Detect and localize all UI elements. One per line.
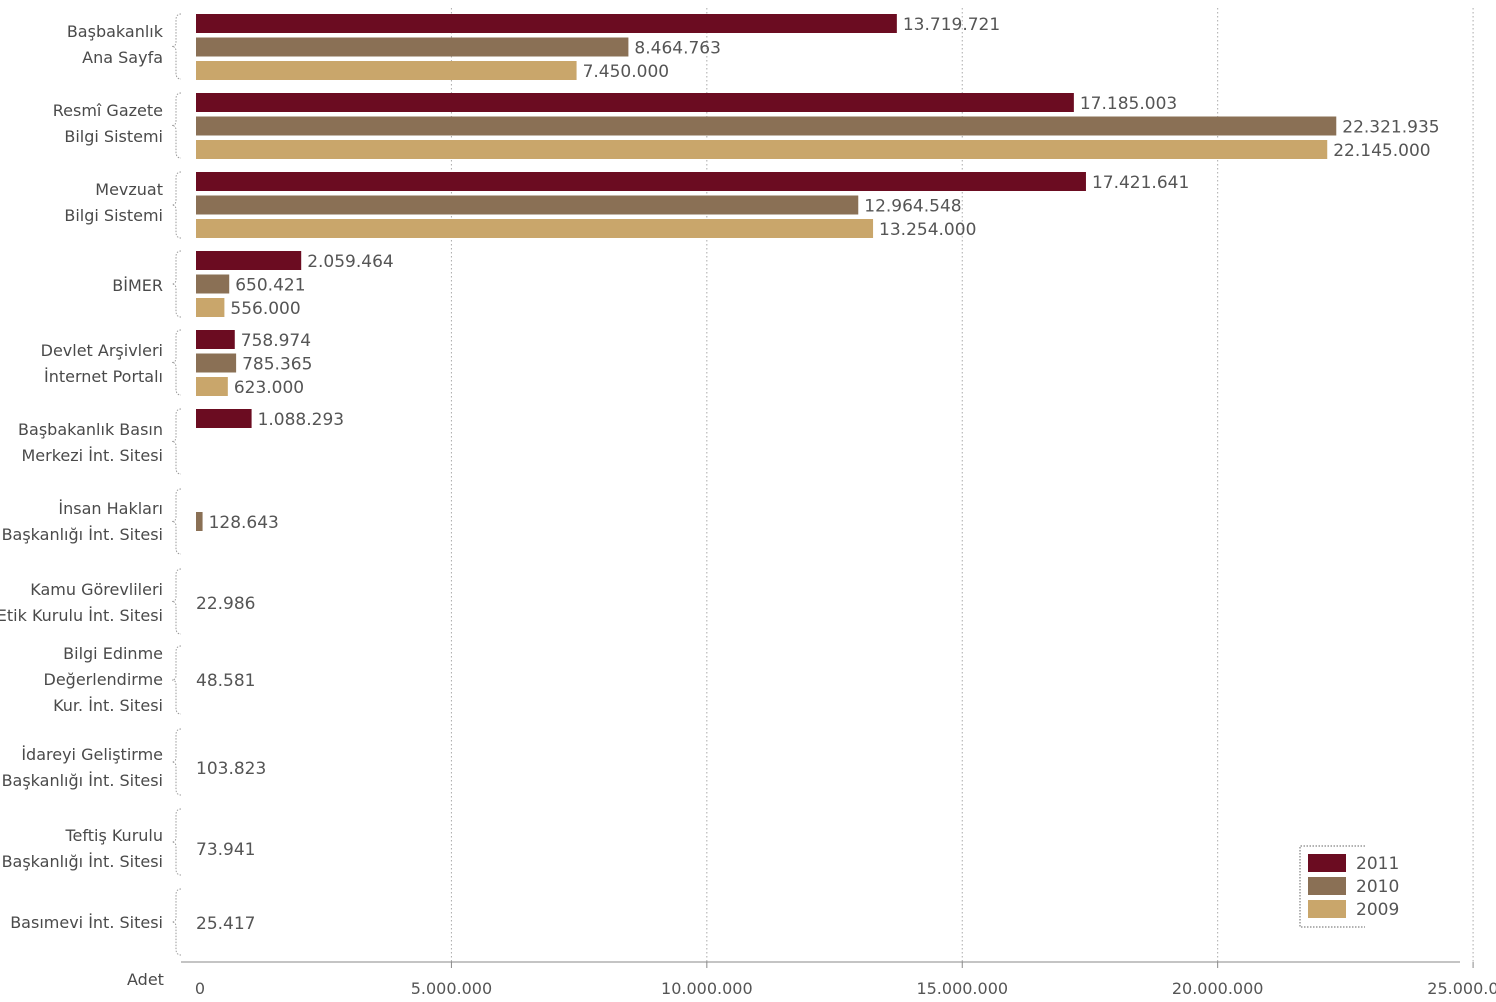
legend-frame [1299,845,1365,928]
x-unit-label: Adet [127,970,164,989]
value-label: 13.254.000 [879,220,976,240]
category-label: Başbakanlık Basın Merkezi İnt. Sitesi [18,420,163,465]
x-tick-label: 20.000.000 [1172,979,1264,998]
value-label: 17.185.003 [1080,94,1177,114]
value-label: 556.000 [230,299,300,319]
grid-lines [450,8,1474,962]
bar-2011 [196,409,252,428]
x-tick-label: 10.000.000 [661,979,753,998]
category-brace [171,250,182,318]
bar-2010 [196,353,237,373]
bar-2009 [196,377,228,396]
bars [196,14,1337,531]
value-label: 17.421.641 [1092,173,1189,193]
category-brace [171,171,182,239]
bar-2009 [196,219,874,238]
category-brace [171,808,182,876]
category-brace [171,92,182,159]
bar-2011 [196,251,302,270]
legend-swatch-2010 [1308,877,1346,895]
category-brace [171,329,182,396]
legend: 2011 2010 2009 [1299,845,1399,928]
value-label: 1.088.293 [258,410,345,430]
value-label: 8.464.763 [634,39,721,59]
legend-swatch-2011 [1308,854,1346,872]
category-braces [171,13,182,956]
category-brace [171,408,182,475]
category-brace [171,568,182,635]
bar-2009 [196,61,577,80]
value-label: 650.421 [235,276,305,296]
category-label: BİMER [112,276,163,295]
value-label: 13.719.721 [903,15,1000,35]
bar-2010 [196,195,859,215]
bar-2010 [196,512,203,531]
category-label: Başbakanlık Ana Sayfa [66,22,163,67]
value-label: 785.365 [242,355,312,375]
category-label: Kamu Görevlileri Etik Kurulu İnt. Sitesi [0,580,163,625]
legend-label: 2009 [1356,900,1399,920]
category-label: Bilgi Edinme Değerlendirme Kur. İnt. Sit… [43,644,164,715]
value-label: 128.643 [209,513,279,533]
legend-label: 2011 [1356,854,1399,874]
value-label: 758.974 [241,331,311,351]
bar-2009 [196,298,225,317]
value-labels: 13.719.721 8.464.763 7.450.000 17.185.003 22… [196,15,1440,934]
value-label: 623.000 [234,378,304,398]
category-brace [171,645,182,715]
value-label: 22.321.935 [1342,118,1439,138]
x-axis: 0 5.000.000 10.000.000 15.000.000 20.000.000… [181,961,1496,998]
bar-2010 [196,37,629,57]
category-label: Basımevi İnt. Sitesi [10,913,163,932]
bar-2011 [196,330,235,349]
value-label: 25.417 [196,914,255,934]
value-label: 103.823 [196,759,266,779]
legend-label: 2010 [1356,877,1399,897]
category-label: Mevzuat Bilgi Sistemi [64,180,163,225]
bar-2010 [196,116,1337,136]
bar-2011 [196,93,1074,112]
bar-2009 [196,140,1328,159]
bar-2010 [196,274,230,294]
value-label: 22.986 [196,594,255,614]
bar-2011 [196,172,1086,191]
value-label: 73.941 [196,840,255,860]
value-label: 7.450.000 [583,62,670,82]
category-brace [171,488,182,555]
category-brace [171,888,182,956]
x-tick-label: 25.000.000 [1427,979,1496,998]
value-label: 2.059.464 [307,252,394,272]
x-tick-label: 15.000.000 [916,979,1008,998]
category-label: Devlet Arşivleri İnternet Portalı [40,341,163,386]
legend-swatch-2009 [1308,900,1346,918]
category-brace [171,13,182,80]
category-label: İdareyi Geliştirme Başkanlığı İnt. Sites… [1,745,163,790]
value-label: 22.145.000 [1333,141,1430,161]
category-label: Teftiş Kurulu Başkanlığı İnt. Sitesi [1,826,163,871]
category-label: Resmî Gazete Bilgi Sistemi [52,101,163,146]
bar-2011 [196,14,897,33]
category-brace [171,728,182,796]
category-label: İnsan Hakları Başkanlığı İnt. Sitesi [1,499,163,544]
x-tick-label: 5.000.000 [411,979,492,998]
value-label: 12.964.548 [864,197,961,217]
value-label: 48.581 [196,671,255,691]
x-tick-label: 0 [195,979,205,998]
